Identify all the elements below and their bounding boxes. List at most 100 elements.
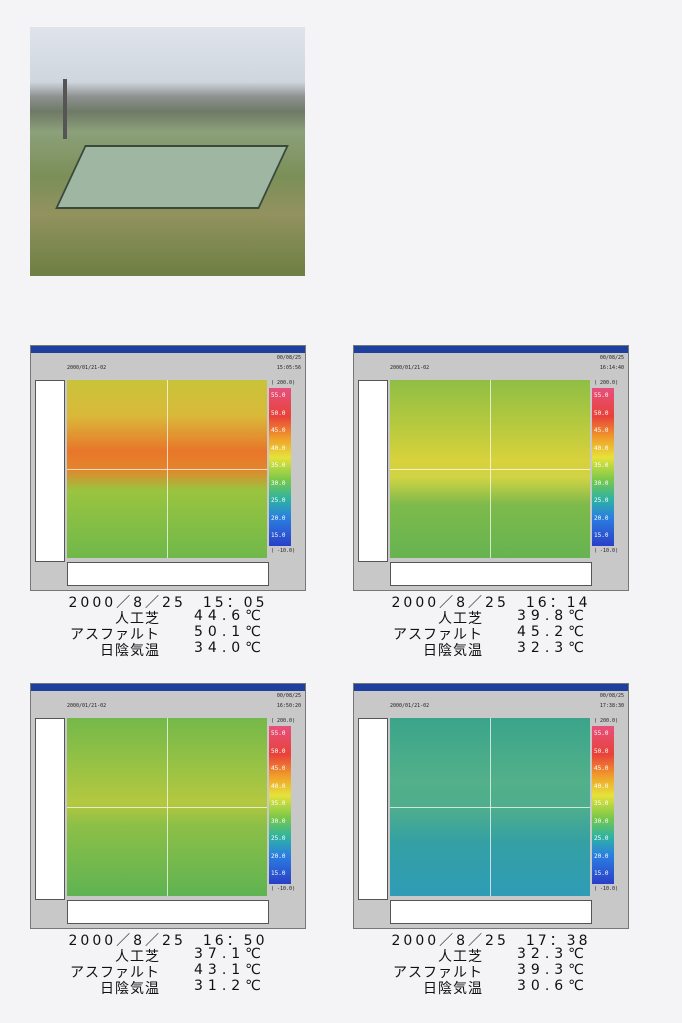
scale-min: ( -10.0) [271, 886, 296, 892]
window-date: 00/08/25 [276, 355, 301, 361]
caption-label: アスファルト [393, 627, 483, 643]
caption-value: 43.1℃ [194, 962, 266, 978]
caption-label: 日陰気温 [423, 643, 483, 659]
scale-label: 40.0 [594, 444, 609, 452]
color-scale: 55.0 50.0 45.0 40.0 35.0 30.0 25.0 20.0 15.0 [592, 726, 614, 884]
crosshair-h [390, 807, 590, 808]
scale-label: 50.0 [594, 409, 609, 417]
scale-label: 30.0 [271, 817, 286, 825]
scale-label: 40.0 [594, 782, 609, 790]
caption-label: 日陰気温 [423, 981, 483, 997]
scale-label: 20.0 [271, 514, 286, 522]
thermal-image [67, 380, 267, 558]
bottom-strip [67, 562, 269, 586]
caption-value: 44.6℃ [194, 608, 266, 624]
scale-max: ( 200.0) [271, 380, 296, 386]
title-bar [31, 346, 305, 353]
caption-value: 50.1℃ [194, 624, 266, 640]
color-scale: 55.0 50.0 45.0 40.0 35.0 30.0 25.0 20.0 15.0 [269, 726, 291, 884]
profile-strip [35, 718, 65, 900]
scale-label: 30.0 [271, 479, 286, 487]
caption-datetime: 2000／8／25 17：38 [391, 933, 591, 949]
thermal-image [390, 718, 590, 896]
scale-label: 25.0 [271, 835, 286, 842]
window-time: 16:50:20 [276, 703, 301, 709]
photo [30, 27, 305, 276]
scale-max: ( 200.0) [271, 718, 296, 724]
profile-strip [358, 380, 388, 562]
bottom-strip [390, 900, 592, 924]
file-name: 2000/01/21-02 [390, 703, 430, 709]
caption-label: 人工芝 [115, 611, 160, 627]
scale-label: 40.0 [271, 444, 286, 452]
scale-min: ( -10.0) [271, 548, 296, 554]
caption-value: 45.2℃ [517, 624, 589, 640]
caption-datetime: 2000／8／25 15：05 [68, 595, 268, 611]
thermal-image [67, 718, 267, 896]
file-name: 2000/01/21-02 [390, 365, 430, 371]
caption-label: 人工芝 [115, 949, 160, 965]
scale-label: 55.0 [271, 392, 286, 399]
caption-value: 30.6℃ [517, 978, 589, 994]
file-name: 2000/01/21-02 [67, 365, 107, 371]
caption-label: 人工芝 [438, 949, 483, 965]
scale-max: ( 200.0) [594, 380, 619, 386]
caption-label: アスファルト [393, 965, 483, 981]
scale-label: 20.0 [594, 852, 609, 860]
file-name: 2000/01/21-02 [67, 703, 107, 709]
scale-label: 45.0 [594, 427, 609, 434]
crosshair-h [67, 807, 267, 808]
scale-min: ( -10.0) [594, 548, 619, 554]
caption-value: 31.2℃ [194, 978, 266, 994]
caption-label: 日陰気温 [100, 981, 160, 997]
scale-min: ( -10.0) [594, 886, 619, 892]
scale-label: 35.0 [594, 462, 609, 469]
scale-label: 50.0 [271, 409, 286, 417]
caption-value: 32.3℃ [517, 640, 589, 656]
color-scale: 55.0 50.0 45.0 40.0 35.0 30.0 25.0 20.0 15.0 [269, 388, 291, 546]
thermal-image [390, 380, 590, 558]
scale-label: 55.0 [271, 730, 286, 737]
tower [63, 79, 67, 139]
scale-label: 40.0 [271, 782, 286, 790]
caption-label: アスファルト [70, 627, 160, 643]
profile-strip [358, 718, 388, 900]
scale-label: 15.0 [594, 870, 609, 877]
scale-label: 15.0 [271, 532, 286, 539]
thermal-window: 00/08/25 17:38:30 2000/01/21-02 ( 200.0) 55.… [353, 683, 629, 929]
scale-label: 25.0 [594, 497, 609, 504]
color-scale: 55.0 50.0 45.0 40.0 35.0 30.0 25.0 20.0 15.0 [592, 388, 614, 546]
bottom-strip [67, 900, 269, 924]
thermal-window: 00/08/25 16:50:20 2000/01/21-02 ( 200.0) 55.… [30, 683, 306, 929]
window-date: 00/08/25 [599, 693, 624, 699]
scale-label: 30.0 [594, 817, 609, 825]
caption-label: アスファルト [70, 965, 160, 981]
window-time: 16:14:40 [599, 365, 624, 371]
profile-strip [35, 380, 65, 562]
caption-datetime: 2000／8／25 16：14 [391, 595, 591, 611]
scale-label: 30.0 [594, 479, 609, 487]
scale-label: 35.0 [594, 800, 609, 807]
scale-label: 15.0 [271, 870, 286, 877]
scale-label: 25.0 [594, 835, 609, 842]
caption-value: 34.0℃ [194, 640, 266, 656]
scale-label: 20.0 [271, 852, 286, 860]
scale-max: ( 200.0) [594, 718, 619, 724]
scale-label: 50.0 [594, 747, 609, 755]
crosshair-h [390, 469, 590, 470]
scale-label: 45.0 [594, 765, 609, 772]
scale-label: 45.0 [271, 427, 286, 434]
scale-label: 35.0 [271, 800, 286, 807]
window-date: 00/08/25 [276, 693, 301, 699]
scale-label: 50.0 [271, 747, 286, 755]
caption-label: 日陰気温 [100, 643, 160, 659]
caption-value: 39.8℃ [517, 608, 589, 624]
scale-label: 55.0 [594, 392, 609, 399]
caption-value: 37.1℃ [194, 946, 266, 962]
scale-label: 15.0 [594, 532, 609, 539]
thermal-window: 00/08/25 16:14:40 2000/01/21-02 ( 200.0) 55.… [353, 345, 629, 591]
caption-value: 32.3℃ [517, 946, 589, 962]
scale-label: 20.0 [594, 514, 609, 522]
scale-label: 35.0 [271, 462, 286, 469]
